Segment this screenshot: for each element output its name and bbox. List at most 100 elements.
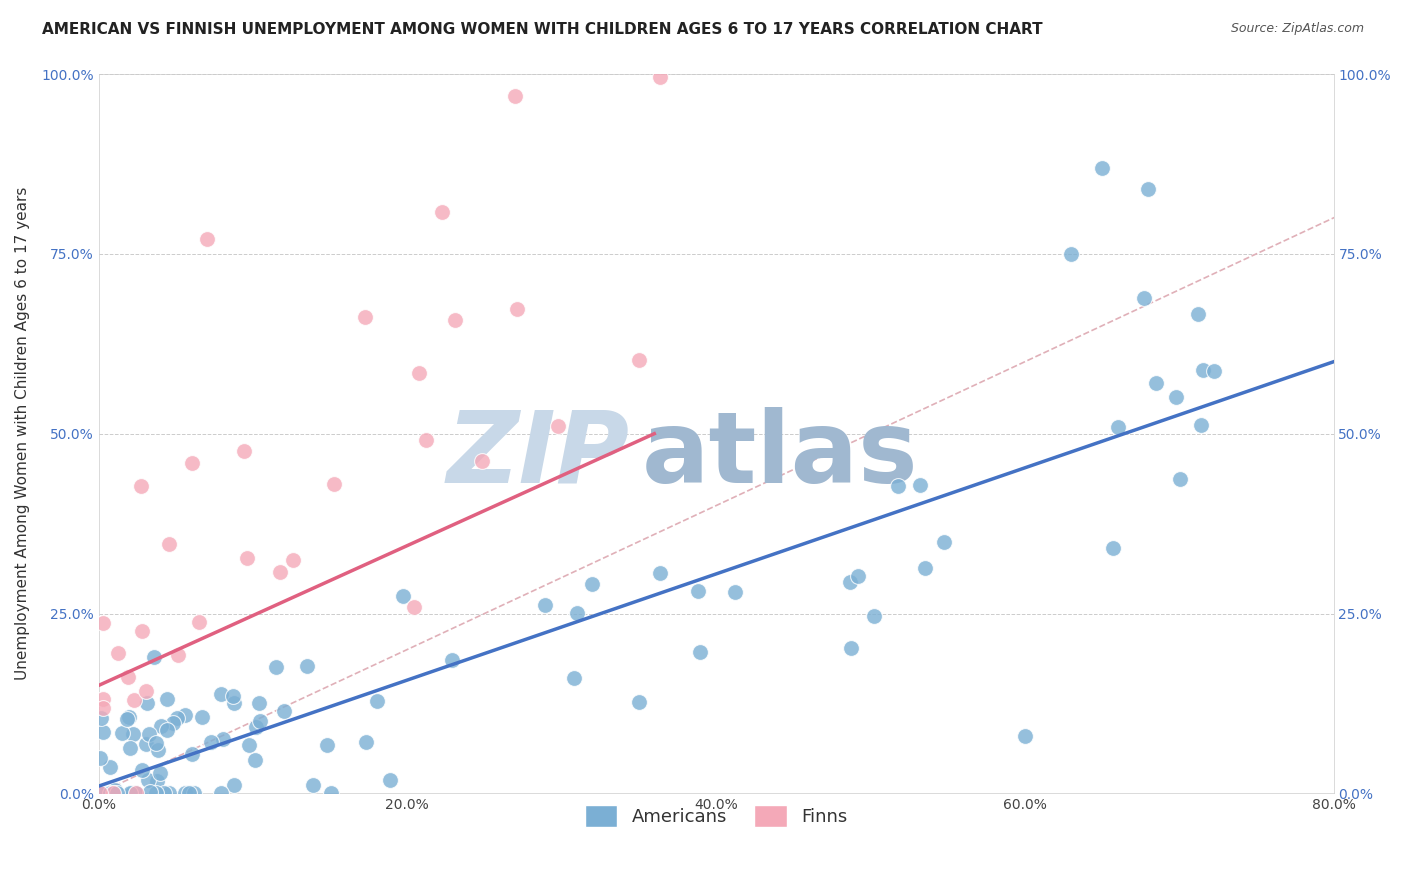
Point (441, 653, 464, 667)
Point (91, 692, 114, 706)
Point (89, 751, 111, 765)
Point (115, 712, 138, 726)
Point (104, 783, 127, 797)
Point (408, 367, 430, 381)
Text: Source: ZipAtlas.com: Source: ZipAtlas.com (1230, 22, 1364, 36)
Point (98, 760, 121, 774)
Point (863, 608, 886, 623)
Point (90, 786, 112, 800)
Point (315, 739, 337, 753)
Point (323, 477, 346, 491)
Point (91, 701, 114, 715)
Point (432, 204, 454, 219)
Point (120, 740, 142, 755)
Point (138, 785, 160, 799)
Point (628, 695, 651, 709)
Point (1191, 363, 1213, 377)
Point (103, 786, 125, 800)
Point (173, 786, 195, 800)
Point (156, 691, 179, 706)
Point (232, 443, 254, 458)
Point (91, 725, 114, 739)
Point (688, 583, 710, 598)
Point (236, 551, 259, 566)
Point (648, 70, 671, 84)
Point (190, 710, 212, 724)
Point (103, 786, 125, 800)
Point (1107, 420, 1129, 434)
Point (181, 747, 204, 762)
Point (136, 696, 159, 710)
Text: atlas: atlas (643, 407, 918, 504)
Point (249, 714, 271, 728)
Point (839, 640, 862, 655)
Point (295, 659, 318, 673)
Point (98, 786, 121, 800)
Point (179, 786, 201, 800)
Point (135, 737, 157, 751)
Point (415, 433, 437, 447)
Point (402, 600, 425, 615)
Point (887, 479, 910, 493)
Point (547, 419, 569, 434)
Point (90, 711, 112, 725)
Point (146, 743, 169, 757)
Point (107, 646, 129, 660)
Point (444, 312, 467, 326)
Point (1133, 291, 1156, 305)
Point (111, 726, 134, 740)
Point (125, 786, 148, 800)
Point (1164, 390, 1187, 404)
Point (1102, 541, 1125, 556)
Point (221, 690, 243, 704)
Point (105, 786, 128, 800)
Point (118, 709, 141, 723)
Point (166, 711, 188, 725)
Point (145, 736, 167, 750)
Point (378, 772, 401, 787)
Point (200, 735, 222, 749)
Point (150, 719, 173, 733)
Text: AMERICAN VS FINNISH UNEMPLOYMENT AMONG WOMEN WITH CHILDREN AGES 6 TO 17 YEARS CO: AMERICAN VS FINNISH UNEMPLOYMENT AMONG W… (42, 22, 1043, 37)
Point (173, 708, 195, 723)
Point (101, 786, 124, 800)
Point (934, 535, 956, 549)
Point (471, 454, 494, 468)
Point (149, 766, 172, 780)
Point (131, 763, 153, 777)
Point (366, 694, 388, 708)
Point (505, 88, 527, 103)
Point (245, 720, 267, 734)
Point (565, 606, 588, 620)
Point (167, 648, 190, 662)
Point (89, 786, 111, 800)
Point (143, 649, 166, 664)
Point (581, 577, 603, 591)
Point (122, 727, 145, 741)
Point (138, 772, 160, 787)
Point (1189, 417, 1212, 432)
Point (1187, 307, 1209, 321)
Point (93, 786, 115, 800)
Point (90, 786, 112, 800)
Legend: Americans, Finns: Americans, Finns (578, 798, 855, 835)
Point (188, 615, 211, 629)
Point (222, 779, 245, 793)
Point (145, 786, 167, 800)
Point (118, 786, 141, 800)
Point (301, 778, 323, 792)
Point (195, 232, 218, 246)
Point (125, 786, 148, 800)
Point (1170, 471, 1192, 485)
Point (131, 478, 153, 492)
Point (117, 670, 139, 684)
Point (354, 735, 377, 749)
Point (121, 786, 143, 800)
Point (1091, 161, 1114, 175)
Point (846, 569, 869, 583)
Point (247, 696, 270, 710)
Point (562, 671, 585, 685)
Point (122, 693, 145, 707)
Point (269, 565, 291, 579)
Point (183, 786, 205, 800)
